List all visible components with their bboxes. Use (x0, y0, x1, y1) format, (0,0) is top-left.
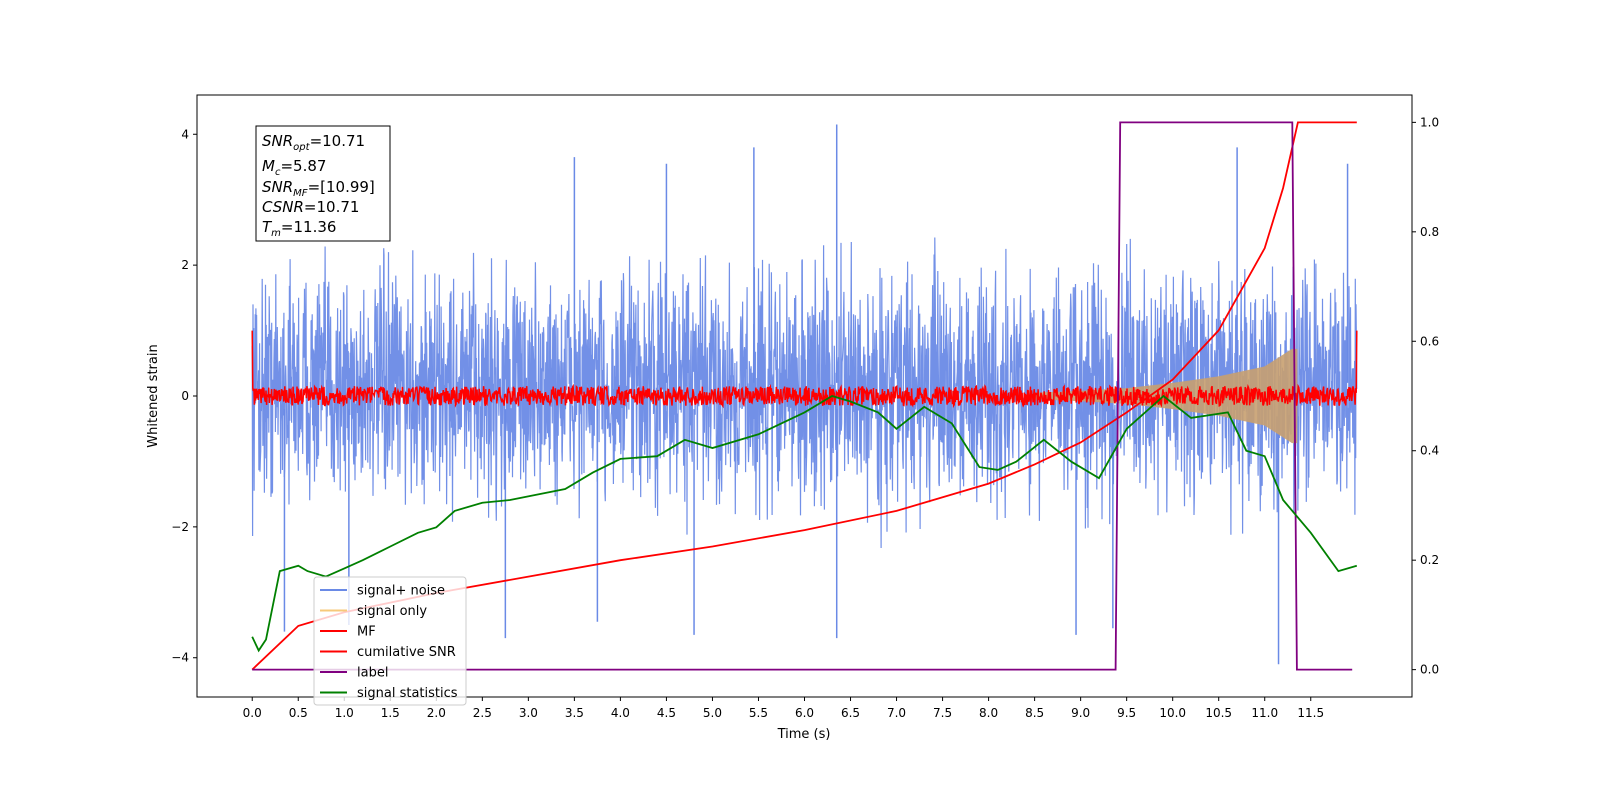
annotation-box (255, 125, 391, 242)
x-tick-label: 7.5 (933, 706, 952, 720)
right-y-tick-label: 1.0 (1420, 115, 1439, 129)
annotation-tm: Tm=11.36 (262, 218, 336, 239)
x-tick-label: 1.5 (381, 706, 400, 720)
right-y-tick-label: 0.6 (1420, 334, 1439, 348)
x-tick-label: 7.0 (887, 706, 906, 720)
right-y-tick-label: 0.2 (1420, 553, 1439, 567)
right-y-tick-label: 0.8 (1420, 225, 1439, 239)
annotation-snr-opt: SNRopt=10.71 (262, 132, 365, 153)
x-tick-label: 2.5 (473, 706, 492, 720)
left-y-tick-label: 2 (181, 258, 189, 272)
x-tick-label: 2.0 (427, 706, 446, 720)
x-tick-label: 1.0 (335, 706, 354, 720)
x-tick-label: 4.5 (657, 706, 676, 720)
left-y-tick-label: 0 (181, 389, 189, 403)
legend-label: signal only (357, 604, 427, 619)
right-y-tick-label: 0.4 (1420, 444, 1439, 458)
x-tick-label: 11.5 (1297, 706, 1324, 720)
x-tick-label: 6.5 (841, 706, 860, 720)
x-tick-label: 11.0 (1251, 706, 1278, 720)
right-y-axis-ticks: 1.0 0.8 0.6 0.4 0.2 0.0 (1412, 115, 1439, 677)
x-tick-label: 9.0 (1071, 706, 1090, 720)
legend-label: label (357, 666, 388, 681)
legend-label: cumilative SNR (357, 645, 456, 660)
legend-label: MF (357, 625, 376, 640)
legend-entries: signal+ noise signal only MF cumilative SNR… (320, 584, 458, 701)
annotation-snr-mf: SNRMF=[10.99] (262, 178, 375, 199)
x-tick-label: 6.0 (795, 706, 814, 720)
x-tick-label: 0.5 (289, 706, 308, 720)
stats-annotation: SNRopt=10.71 Mc=5.87 SNRMF=[10.99] CSNR=… (255, 125, 391, 242)
series-layer (251, 121, 1358, 671)
legend-box (313, 576, 467, 706)
x-axis-label: Time (s) (777, 727, 831, 742)
x-tick-label: 10.5 (1205, 706, 1232, 720)
y-axis-label: Whitened strain (146, 344, 161, 447)
x-tick-label: 9.5 (1117, 706, 1136, 720)
annotation-csnr: CSNR=10.71 (262, 198, 359, 216)
x-axis-ticks: 0.0 0.5 1.0 1.5 2.0 2.5 3.0 3.5 4.0 4.5 5.0 5.5 6.0 6… (243, 697, 1324, 720)
x-tick-label: 5.0 (703, 706, 722, 720)
x-tick-label: 4.0 (611, 706, 630, 720)
left-y-tick-label: 4 (181, 127, 189, 141)
series-label-line (252, 121, 1353, 671)
legend: signal+ noise signal only MF cumilative SNR… (313, 576, 467, 706)
series-signal-noise-line (251, 237, 1358, 549)
left-y-axis-ticks: 4 2 0 −2 −4 (171, 127, 197, 665)
x-tick-label: 10.0 (1159, 706, 1186, 720)
annotation-mc: Mc=5.87 (262, 157, 326, 178)
right-y-tick-label: 0.0 (1420, 663, 1439, 677)
x-tick-label: 5.5 (749, 706, 768, 720)
x-tick-label: 3.0 (519, 706, 538, 720)
legend-label: signal statistics (357, 686, 458, 701)
left-y-tick-label: −2 (171, 520, 189, 534)
legend-label: signal+ noise (357, 584, 445, 599)
x-tick-label: 8.5 (1025, 706, 1044, 720)
x-tick-label: 0.0 (243, 706, 262, 720)
left-y-tick-label: −4 (171, 651, 189, 665)
series-signal-statistics-line (251, 394, 1358, 653)
x-tick-label: 8.0 (979, 706, 998, 720)
series-mf-line (251, 330, 1358, 409)
x-tick-label: 3.5 (565, 706, 584, 720)
